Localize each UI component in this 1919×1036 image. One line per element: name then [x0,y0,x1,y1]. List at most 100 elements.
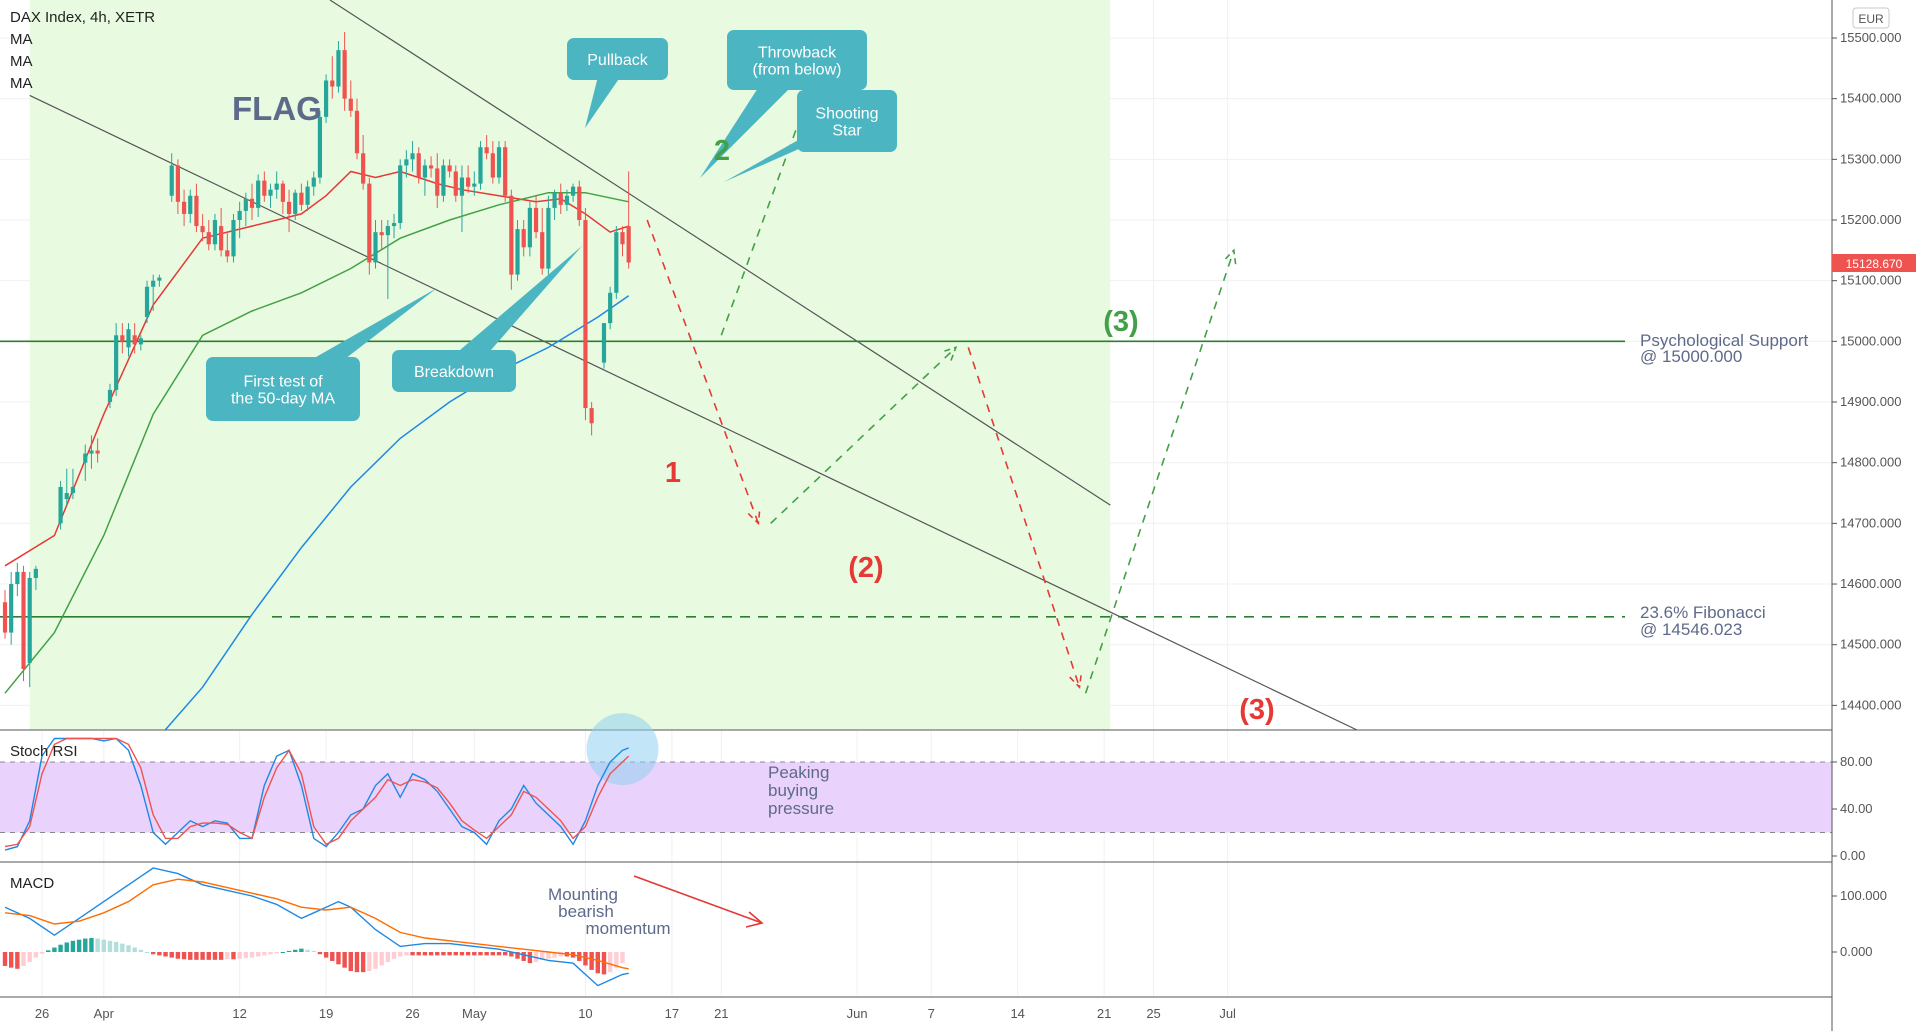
candle [280,183,285,202]
macd-histogram-bar [354,952,360,973]
macd-histogram-bar [231,952,236,960]
candle [274,183,279,190]
macd-histogram-bar [620,952,625,964]
shooting-star-callout-box [797,90,897,152]
breakdown-callout-box [392,350,516,392]
date-tick-label: 21 [714,1006,728,1021]
rsi-tick-label: 40.00 [1840,801,1873,816]
candle [453,171,458,196]
rsi-d-line [4,737,630,848]
macd-histogram-bar [367,952,372,972]
candle [262,180,267,196]
throwback-callout-box [727,30,867,90]
candle [225,250,230,257]
stoch-rsi-title: Stoch RSI [10,743,78,760]
macd-histogram-bar [515,952,520,959]
macd-signal-line [4,878,629,970]
projection-red-arrow-head [1069,673,1083,689]
psych-support-value: @ 15000.000 [1640,347,1742,366]
date-tick-label: 17 [665,1006,679,1021]
macd-histogram-bar [527,952,533,964]
candle [422,165,427,178]
macd-histogram-bar [181,952,187,960]
macd-histogram-bar [126,945,131,952]
breakdown-callout-text: Breakdown [414,364,494,381]
price-tick-label: 14600.000 [1840,576,1901,591]
macd-histogram-bar [428,952,434,956]
macd-histogram-bar [293,949,298,952]
candle [416,153,421,178]
candle [614,232,619,293]
candle [2,602,8,633]
macd-histogram-bar [410,952,415,956]
macd-histogram-bar [509,952,514,957]
date-tick-label: 26 [35,1006,49,1021]
macd-histogram-bar [484,952,489,956]
candle [157,277,162,281]
candle [219,226,224,251]
macd-histogram-bar [459,952,465,956]
macd-histogram-bar [317,952,323,955]
macd-histogram-bar [274,952,279,954]
macd-histogram-bar [342,952,347,968]
price-tick-label: 14900.000 [1840,394,1901,409]
macd-histogram-bar [21,952,26,966]
date-tick-label: 19 [319,1006,333,1021]
candle [472,183,477,187]
macd-histogram-bar [305,949,310,952]
macd-histogram-bar [76,939,82,952]
macd-histogram-bar [435,952,440,956]
macd-histogram-bar [391,952,397,959]
price-tick-label: 15400.000 [1840,91,1901,106]
wave-3-red-label: (3) [1239,694,1274,726]
macd-histogram-bar [132,947,137,952]
date-tick-label: 7 [928,1006,935,1021]
date-tick-label: 26 [405,1006,419,1021]
macd-histogram-bar [472,952,477,956]
candle [404,159,409,166]
currency-box [1852,7,1890,29]
candle [503,147,508,196]
macd-histogram-bar [379,952,384,966]
macd-histogram-bar [552,952,557,958]
candle [533,207,539,233]
date-tick-label: May [462,1006,487,1021]
candle [286,201,292,214]
candle [509,195,514,275]
macd-histogram-bar [422,952,428,956]
macd-note-2: bearish [558,902,614,921]
price-tick-label: 15200.000 [1840,212,1901,227]
candle [540,232,545,269]
flag-area [29,0,1111,730]
candle [237,210,242,221]
macd-tick-label: 100.000 [1840,888,1887,903]
macd-histogram-bar [2,952,8,966]
candle [385,226,390,236]
ma-slow-line [164,295,630,731]
date-tick-label: Jun [847,1006,868,1021]
macd-histogram-bar [607,952,613,973]
projection-red-arrow-head [747,509,761,526]
projection-green-arrow [1084,250,1235,694]
candle [243,198,248,211]
candle [299,192,304,205]
macd-histogram-bar [194,952,199,960]
candle [83,453,88,463]
macd-histogram-bar [558,952,563,957]
macd-histogram-bar [52,947,57,952]
macd-histogram-bar [323,952,329,958]
macd-histogram-bar [465,952,471,956]
candle [459,177,465,196]
macd-histogram-bar [225,952,230,960]
price-tick-label: 14700.000 [1840,515,1901,530]
candle [151,280,156,287]
projection-green-arrow-head [942,346,958,361]
candle [58,486,63,524]
candle [583,220,588,409]
date-tick-label: 10 [578,1006,592,1021]
macd-histogram-bar [286,950,292,952]
candle [478,147,483,184]
candle [144,286,150,318]
macd-histogram-bar [70,940,76,952]
macd-histogram-bar [58,944,63,952]
